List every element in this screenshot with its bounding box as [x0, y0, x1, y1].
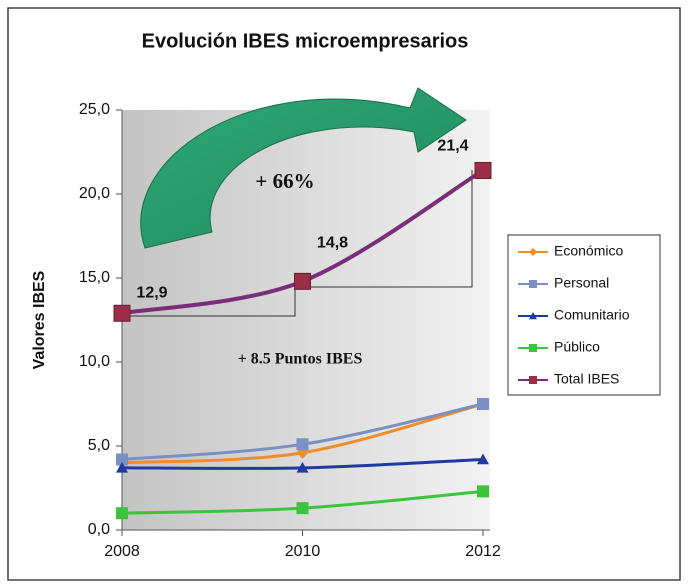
page: Evolución IBES microempresarios Valores …	[0, 0, 689, 585]
marker	[114, 305, 130, 321]
y-tick-label: 5,0	[88, 437, 110, 454]
y-tick-label: 10,0	[79, 353, 110, 370]
marker	[297, 502, 309, 514]
annotation: + 66%	[255, 169, 314, 193]
y-axis-label: Valores IBES	[31, 270, 48, 369]
marker	[529, 280, 537, 288]
legend-label: Comunitario	[554, 307, 630, 323]
y-tick-label: 15,0	[79, 269, 110, 286]
marker	[295, 273, 311, 289]
marker	[475, 162, 491, 178]
legend-label: Personal	[554, 275, 609, 291]
x-tick-label: 2008	[104, 543, 140, 560]
chart: Evolución IBES microempresarios Valores …	[0, 0, 689, 585]
legend-label: Público	[554, 339, 600, 355]
y-tick-label: 25,0	[79, 101, 110, 118]
value-label: 21,4	[437, 138, 468, 155]
x-tick-label: 2010	[285, 543, 321, 560]
marker	[116, 507, 128, 519]
value-label: 12,9	[136, 284, 167, 301]
marker	[529, 376, 537, 384]
legend-label: Económico	[554, 243, 623, 259]
x-tick-label: 2012	[465, 543, 501, 560]
chart-title: Evolución IBES microempresarios	[142, 30, 469, 52]
y-tick-label: 0,0	[88, 521, 110, 538]
marker	[477, 398, 489, 410]
marker	[297, 438, 309, 450]
value-label: 14,8	[317, 235, 348, 252]
y-tick-label: 20,0	[79, 185, 110, 202]
annotation: + 8.5 Puntos IBES	[238, 351, 363, 368]
marker	[477, 485, 489, 497]
marker	[529, 344, 537, 352]
legend-label: Total IBES	[554, 371, 619, 387]
